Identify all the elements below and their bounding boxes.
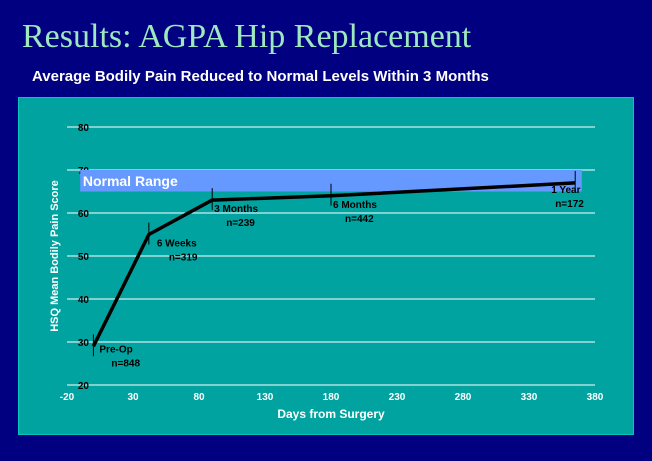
y-tick-label: 60 [78,209,90,220]
annotation-n: n=442 [345,214,374,225]
slide-subtitle: Average Bodily Pain Reduced to Normal Le… [32,68,489,85]
normal-range-label: Normal Range [83,173,178,189]
y-tick-label: 30 [78,338,90,349]
x-tick-label: 280 [455,392,472,403]
annotation-n: n=319 [169,253,198,264]
x-tick-label: 130 [257,392,274,403]
x-tick-label: 230 [389,392,406,403]
y-tick-label: 80 [78,123,90,134]
x-tick-label: 180 [323,392,340,403]
annotation-label: 6 Weeks [157,239,197,250]
y-tick-label: 50 [78,252,90,263]
normal-range-band [80,170,582,192]
annotation-n: n=848 [111,358,140,369]
y-tick-label: 20 [78,381,90,392]
x-axis-label: Days from Surgery [277,407,385,421]
annotation-label: 3 Months [214,204,258,215]
annotation-n: n=172 [555,199,584,210]
annotation-label: 1 Year [551,185,580,196]
x-tick-label: -20 [60,392,75,403]
x-tick-label: 80 [193,392,205,403]
y-tick-label: 40 [78,295,90,306]
y-axis-label: HSQ Mean Bodily Pain Score [49,180,61,332]
slide-title: Results: AGPA Hip Replacement [22,18,472,55]
annotation-label: Pre-Op [99,344,132,355]
x-tick-label: 30 [127,392,139,403]
annotation-label: 6 Months [333,200,377,211]
plot-panel [18,97,634,435]
x-tick-label: 330 [521,392,538,403]
x-tick-label: 380 [587,392,604,403]
annotation-n: n=239 [226,218,255,229]
